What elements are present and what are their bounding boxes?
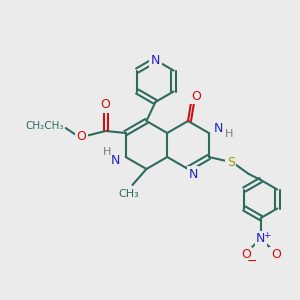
- Text: CH₂CH₃: CH₂CH₃: [25, 121, 64, 131]
- Text: O: O: [191, 89, 201, 103]
- Text: H: H: [225, 129, 233, 139]
- Text: N: N: [111, 154, 120, 166]
- Text: N: N: [214, 122, 224, 136]
- Text: CH₃: CH₃: [118, 189, 139, 199]
- Text: S: S: [227, 155, 235, 169]
- Text: O: O: [241, 248, 251, 262]
- Text: O: O: [101, 98, 111, 112]
- Text: O: O: [271, 248, 281, 262]
- Text: O: O: [77, 130, 87, 142]
- Text: −: −: [247, 254, 257, 268]
- Text: N: N: [151, 53, 160, 67]
- Text: +: +: [263, 230, 271, 239]
- Text: N: N: [188, 167, 198, 181]
- Text: N: N: [256, 232, 266, 245]
- Text: H: H: [103, 147, 111, 157]
